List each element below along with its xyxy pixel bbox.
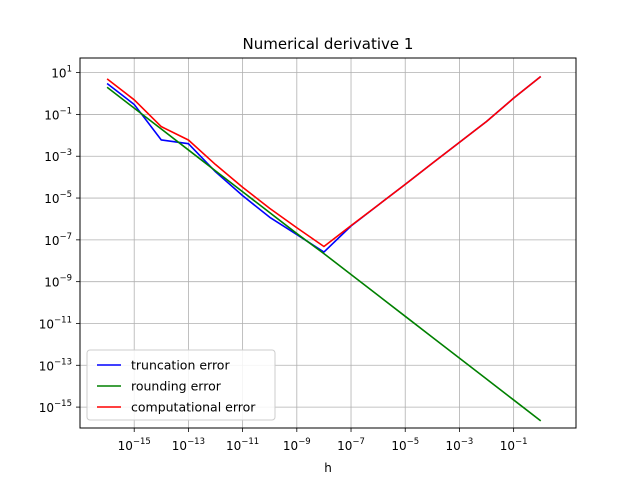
y-tick-label: 10−3 <box>44 148 72 164</box>
grid <box>80 58 576 428</box>
series-line-computational-error <box>106 75 542 248</box>
legend-label-truncation: truncation error <box>131 358 230 373</box>
series-group <box>106 75 542 422</box>
x-tick-label: 10−5 <box>391 437 419 453</box>
y-tick-label: 10−7 <box>44 232 72 248</box>
x-tick-label: 10−3 <box>446 437 474 453</box>
x-tick-label: 10−1 <box>500 437 528 453</box>
y-tick-label: 10−15 <box>39 399 72 415</box>
legend-label-computational: computational error <box>131 400 256 415</box>
y-tick-label: 101 <box>51 65 72 81</box>
y-tick-label: 10−11 <box>39 315 72 331</box>
x-tick-label: 10−13 <box>172 437 205 453</box>
x-tick-label: 10−15 <box>118 437 151 453</box>
legend: truncation error rounding error computat… <box>86 349 276 421</box>
series-line-rounding-error <box>106 86 542 422</box>
y-tick-label: 10−9 <box>44 274 72 290</box>
y-tick-label: 10−13 <box>39 357 72 373</box>
x-tick-label: 10−11 <box>226 437 259 453</box>
legend-box <box>86 349 276 421</box>
y-tick-label: 10−1 <box>44 106 72 122</box>
x-tick-label: 10−9 <box>283 437 311 453</box>
chart-title: Numerical derivative 1 <box>243 35 414 53</box>
legend-label-rounding: rounding error <box>131 379 222 394</box>
x-axis-label: h <box>324 461 332 475</box>
axes-frame <box>79 57 577 429</box>
y-axis-ticks: 101 10−1 10−3 10−5 10−7 10−9 10−11 10−13 10−15 <box>39 65 80 415</box>
y-tick-label: 10−5 <box>44 190 72 206</box>
x-tick-label: 10−7 <box>337 437 365 453</box>
x-axis-ticks: 10−15 10−13 10−11 10−9 10−7 10−5 10−3 10−1 <box>118 428 528 453</box>
